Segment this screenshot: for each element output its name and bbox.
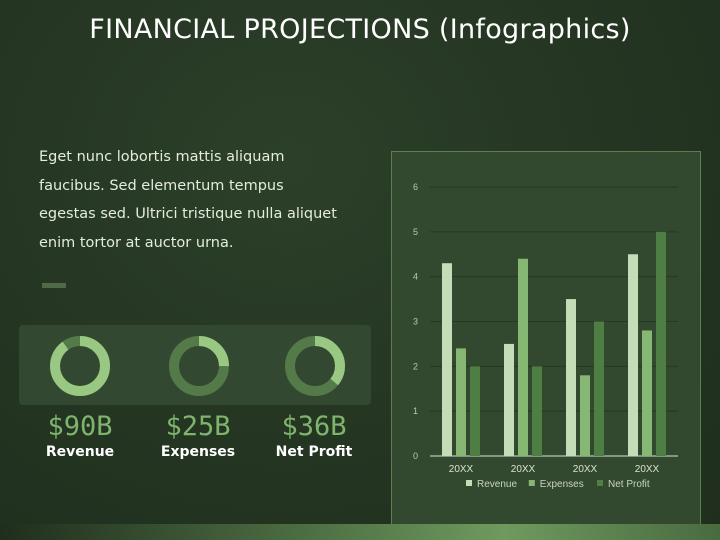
expenses-label: Expenses — [160, 444, 236, 460]
bar-net-profit — [656, 231, 666, 456]
bar-expenses — [642, 330, 652, 456]
legend-label: Revenue — [477, 479, 517, 490]
expenses-value: $25B — [165, 411, 231, 442]
bar-net-profit — [594, 321, 604, 456]
y-tick-label: 4 — [413, 272, 418, 282]
net-profit-donut — [285, 336, 345, 396]
legend-swatch — [597, 480, 603, 486]
chart-panel: 0 1 2 3 4 5 6 20XX 20XX 20XX 20XX Revenue Expenses Ne… — [391, 151, 701, 540]
description-text: Eget nunc lobortis mattis aliquam faucib… — [39, 149, 337, 251]
bar-revenue — [442, 263, 452, 456]
y-tick-label: 5 — [413, 227, 418, 237]
donut-fill — [169, 336, 229, 396]
bar-expenses — [456, 348, 466, 456]
expenses-donut — [169, 336, 229, 396]
net-profit-label: Net Profit — [275, 444, 353, 460]
bar-expenses — [518, 258, 528, 456]
bar-expenses — [580, 375, 590, 456]
bar-revenue — [566, 299, 576, 456]
y-tick-label: 0 — [413, 451, 418, 461]
y-tick-label: 1 — [413, 406, 418, 416]
legend-label: Expenses — [540, 479, 584, 490]
legend-label: Net Profit — [608, 479, 650, 490]
donut-fill — [50, 336, 110, 396]
bar-revenue — [628, 254, 638, 456]
revenue-donut — [50, 336, 110, 396]
bar-net-profit — [532, 366, 542, 456]
y-tick-label: 2 — [413, 361, 418, 371]
x-category-label: 20XX — [635, 464, 660, 475]
page-title: FINANCIAL PROJECTIONS (Infographics) — [89, 14, 631, 45]
revenue-value: $90B — [47, 411, 113, 442]
y-tick-label: 6 — [413, 182, 418, 192]
bar-net-profit — [470, 366, 480, 456]
accent-divider — [42, 283, 66, 288]
x-category-label: 20XX — [511, 464, 536, 475]
y-tick-label: 3 — [413, 317, 418, 327]
net-profit-value: $36B — [281, 411, 347, 442]
donut-fill — [285, 336, 345, 396]
revenue-label: Revenue — [45, 444, 115, 460]
x-category-label: 20XX — [573, 464, 598, 475]
x-category-label: 20XX — [449, 464, 474, 475]
footer-bar — [0, 524, 720, 540]
legend-swatch — [528, 480, 535, 486]
legend-swatch — [466, 480, 472, 486]
bar-revenue — [504, 343, 514, 456]
